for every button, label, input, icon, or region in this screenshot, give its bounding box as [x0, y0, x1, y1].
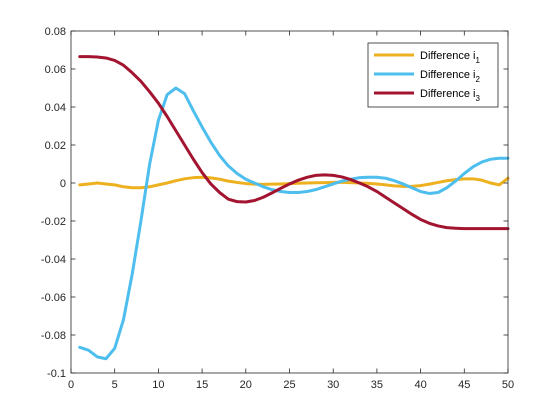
y-tick-label: -0.1 [47, 368, 66, 380]
series-line-3 [78, 55, 510, 231]
axes: 0 5 10 15 20 25 30 35 40 45 50 -0.1 -0.08 -0.06 -0.04 -… [41, 26, 514, 391]
legend: Difference i1 Difference i2 Difference i3 [367, 42, 499, 108]
series-line-2 [78, 86, 510, 361]
legend-label-2: Difference i2 [420, 69, 480, 84]
x-tick-label: 20 [240, 379, 252, 391]
x-tick-label: 40 [414, 379, 426, 391]
series-layer [78, 55, 510, 361]
x-tick-label: 0 [68, 379, 74, 391]
y-tick-label: -0.08 [41, 330, 66, 342]
y-tick-label: 0 [60, 178, 66, 190]
x-tick-label: 5 [112, 379, 118, 391]
y-tick-label: -0.06 [41, 292, 66, 304]
legend-label-3: Difference i3 [420, 88, 480, 103]
x-tick-label: 45 [458, 379, 470, 391]
x-tick-label: 10 [152, 379, 164, 391]
y-tick-label: 0.02 [45, 140, 66, 152]
y-tick-label: 0.04 [45, 102, 66, 114]
legend-label-1: Difference i1 [420, 50, 480, 65]
x-tick-label: 15 [196, 379, 208, 391]
x-tick-label: 50 [502, 379, 514, 391]
y-tick-label: 0.08 [45, 26, 66, 38]
x-tick-label: 35 [371, 379, 383, 391]
y-tick-label: -0.04 [41, 254, 66, 266]
y-tick-label: -0.02 [41, 216, 66, 228]
y-tick-label: 0.06 [45, 64, 66, 76]
x-tick-label: 25 [283, 379, 295, 391]
x-tick-label: 30 [327, 379, 339, 391]
